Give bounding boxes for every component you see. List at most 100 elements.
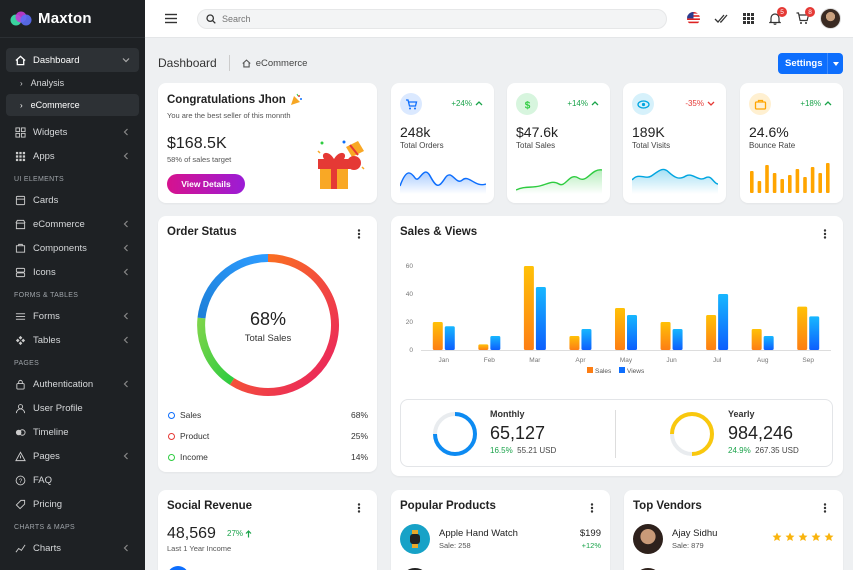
bar-views <box>581 329 592 350</box>
settings-dropdown-toggle[interactable] <box>827 53 843 74</box>
svg-text:?: ? <box>18 477 22 484</box>
view-details-label: View Details <box>181 179 231 189</box>
star-icon <box>772 532 782 541</box>
forms-icon <box>14 310 26 322</box>
stat-change: -35% <box>685 99 715 108</box>
order-status-donut <box>197 254 339 396</box>
more-options-icon[interactable] <box>590 503 594 513</box>
sidebar-item-pricing[interactable]: Pricing <box>6 492 139 516</box>
sidebar-item-label: Pages <box>33 450 60 462</box>
x-tick-label: Apr <box>575 357 586 364</box>
social-revenue-sub: Last 1 Year Income <box>167 544 232 553</box>
sidebar-item-cards[interactable]: Cards <box>6 188 139 212</box>
bar-sales <box>706 315 717 350</box>
stat-icon-badge <box>400 93 422 115</box>
sidebar-item-tables[interactable]: Tables <box>6 328 139 352</box>
search-box[interactable] <box>197 9 667 29</box>
apps-grid-icon[interactable] <box>743 13 754 24</box>
star-icon <box>824 532 834 541</box>
social-revenue-change-value: 27% <box>227 529 244 538</box>
stat-change-value: +24% <box>451 99 472 108</box>
sidebar-item-forms[interactable]: Forms <box>6 304 139 328</box>
more-options-icon[interactable] <box>357 229 361 239</box>
sidebar-item-label: User Profile <box>33 402 83 414</box>
sidebar-item-faq[interactable]: ? FAQ <box>6 468 139 492</box>
congrats-amount: $168.5K <box>167 135 227 152</box>
help-icon: ? <box>14 474 26 486</box>
monthly-value: 65,127 <box>490 423 546 443</box>
sidebar-item-authentication[interactable]: Authentication <box>6 372 139 396</box>
chevron-left-icon <box>123 336 128 344</box>
double-check-icon[interactable] <box>714 14 728 24</box>
sidebar-item-components[interactable]: Components <box>6 236 139 260</box>
home-icon[interactable] <box>242 58 251 68</box>
sidebar-item-charts[interactable]: Charts <box>6 536 139 560</box>
sidebar-sub-analysis[interactable]: › Analysis <box>6 72 139 94</box>
watch-icon <box>410 530 420 548</box>
social-revenue-change: 27% <box>227 529 252 538</box>
sidebar-item-timeline[interactable]: Timeline <box>6 420 139 444</box>
cart-button[interactable]: 8 <box>796 7 815 25</box>
bar-views <box>809 316 820 350</box>
bar-views <box>444 326 455 350</box>
chevron-up-icon <box>591 101 599 106</box>
vendor-avatar <box>633 524 663 554</box>
star-icon <box>811 532 821 541</box>
vendor-name[interactable]: Ajay Sidhu <box>672 528 718 539</box>
legend-label: Views <box>627 368 645 375</box>
product-name[interactable]: Apple Hand Watch <box>439 528 518 539</box>
more-options-icon[interactable] <box>357 503 361 513</box>
more-options-icon[interactable] <box>823 503 827 513</box>
sidebar-item-user-profile[interactable]: User Profile <box>6 396 139 420</box>
breadcrumb: Dashboard eCommerce <box>158 55 307 71</box>
chevron-up-icon <box>475 101 483 106</box>
yearly-label: Yearly <box>728 409 755 419</box>
bar-sales <box>797 306 808 350</box>
sidebar-item-label: Cards <box>33 194 59 206</box>
bar-sales <box>478 344 489 350</box>
stat-change: +14% <box>567 99 599 108</box>
stat-icon-badge <box>632 93 654 115</box>
sidebar-item-pages[interactable]: Pages <box>6 444 139 468</box>
more-options-icon[interactable] <box>823 229 827 239</box>
chevron-down-icon <box>122 58 130 63</box>
sidebar-item-ecommerce[interactable]: eCommerce <box>6 212 139 236</box>
stat-card: $ +14% $47.6k Total Sales <box>507 83 610 203</box>
yearly-meta: 24.9% 267.35 USD <box>728 446 799 455</box>
sidebar-sub-ecommerce[interactable]: › eCommerce <box>6 94 139 116</box>
sidebar-item-icons[interactable]: Icons <box>6 260 139 284</box>
yearly-sub: 267.35 USD <box>755 446 799 455</box>
congrats-target: 58% of sales target <box>167 155 232 164</box>
stat-sparkline <box>516 169 602 194</box>
x-tick-label: Aug <box>757 357 769 364</box>
language-flag-icon[interactable] <box>687 12 700 25</box>
stat-change-value: -35% <box>685 99 704 108</box>
monthly-sub: 55.21 USD <box>517 446 557 455</box>
sidebar-item-dashboard[interactable]: Dashboard <box>6 48 139 72</box>
legend-label: Sales <box>180 410 202 420</box>
sidebar-item-apps[interactable]: Apps <box>6 144 139 168</box>
menu-toggle-icon[interactable] <box>165 13 177 24</box>
brand[interactable]: Maxton <box>0 0 145 38</box>
avatar[interactable] <box>820 8 841 29</box>
eye-icon <box>636 99 650 109</box>
card-title: Top Vendors <box>633 500 702 512</box>
donut-segment-income <box>197 317 235 385</box>
chart-icon <box>14 542 26 554</box>
legend-marker <box>168 412 175 419</box>
product-change: +12% <box>581 541 601 550</box>
search-icon <box>206 14 216 24</box>
notifications-button[interactable]: 5 <box>768 7 787 25</box>
popular-products-card: Popular Products Apple Hand Watch Sale: … <box>391 490 610 570</box>
y-tick-label: 20 <box>406 319 414 326</box>
search-input[interactable] <box>222 14 622 24</box>
legend-swatch <box>587 367 593 373</box>
stat-icon-badge: $ <box>516 93 538 115</box>
sidebar-item-widgets[interactable]: Widgets <box>6 120 139 144</box>
settings-button[interactable]: Settings <box>778 53 843 74</box>
bar-sales <box>751 329 762 350</box>
arrow-up-icon <box>245 529 252 537</box>
view-details-button[interactable]: View Details <box>167 174 245 194</box>
chevron-up-icon <box>824 101 832 106</box>
sales-views-bar-chart: 0 20 40 60 Jan Feb Mar Apr May Jun Jul Aug Sep Sales V… <box>406 263 831 375</box>
